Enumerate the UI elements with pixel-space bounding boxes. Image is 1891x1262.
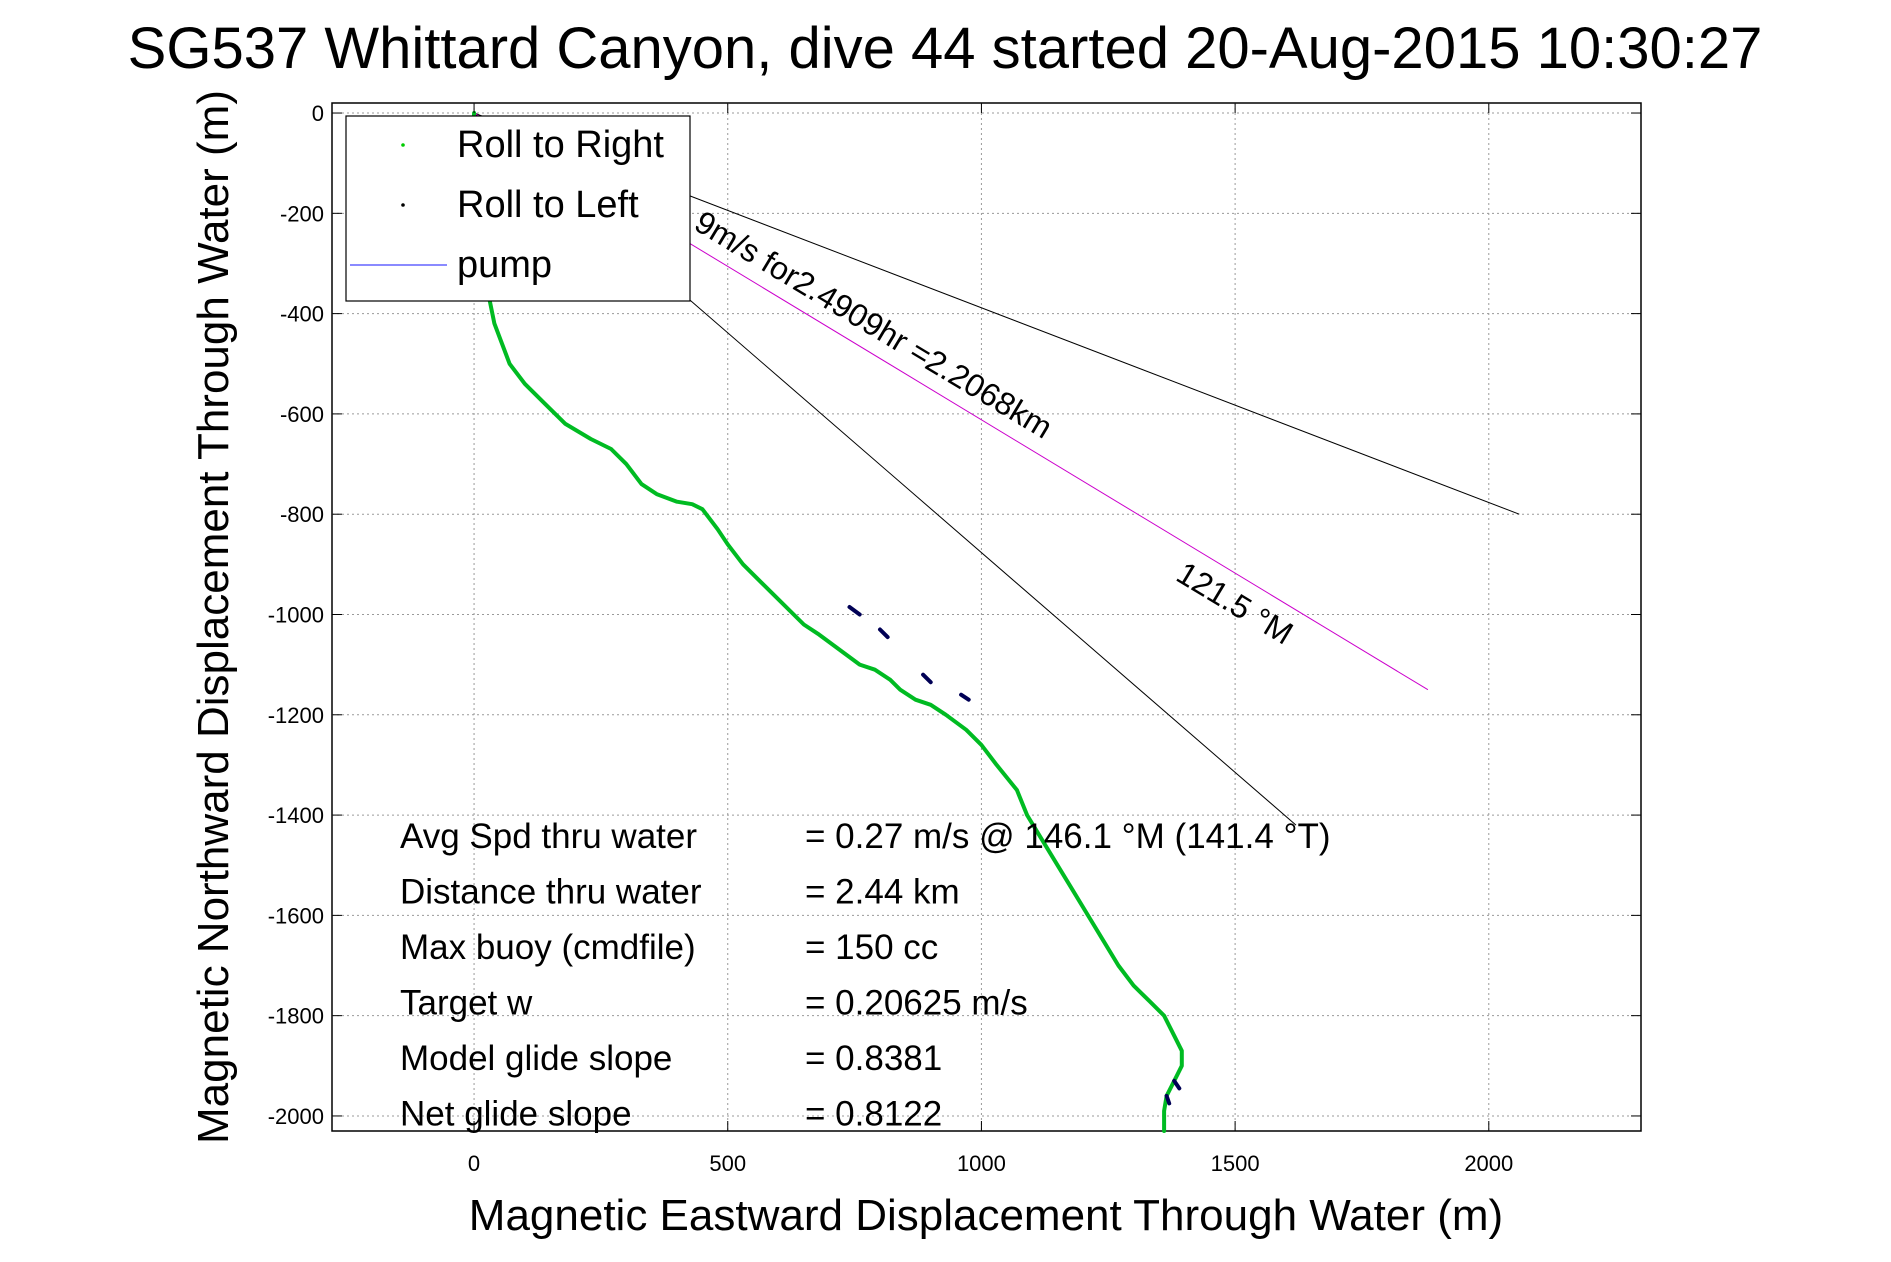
series-segment [1164,1093,1172,1106]
x-tick-label: 500 [709,1151,746,1176]
stat-label: Target w [400,984,533,1023]
stat-value: = 0.20625 m/s [805,984,1028,1023]
stat-value: = 0.8122 [805,1095,942,1134]
y-tick-label: 0 [312,101,324,126]
y-tick-label: -1600 [268,903,324,928]
stat-label: Max buoy (cmdfile) [400,928,696,967]
series-segment [878,627,890,640]
stat-label: Distance thru water [400,873,702,912]
y-tick-label: -1200 [268,703,324,728]
tick-marks [332,103,1641,1131]
stat-value: = 0.8381 [805,1039,942,1078]
grid-lines [332,103,1641,1131]
stat-label: Net glide slope [400,1095,632,1134]
legend-items: Roll to Right Roll to Left pump [350,124,664,286]
series-segment [921,672,933,685]
stats-block: Avg Spd thru water = 0.27 m/s @ 146.1 °M … [400,817,1331,1134]
y-tick-label: -400 [280,302,324,327]
x-tick-label: 1500 [1211,1151,1260,1176]
series-segment [847,605,862,617]
legend-label: pump [457,244,552,286]
legend-label: Roll to Left [457,184,639,226]
y-tick-label: -2000 [268,1104,324,1129]
y-tick-label: -1000 [268,602,324,627]
y-axis-label: Magnetic Northward Displacement Through … [189,90,238,1144]
series-segment [1172,1078,1182,1091]
legend: Roll to Right Roll to Left pump [345,115,691,302]
stat-value: = 150 cc [805,928,938,967]
stat-value: = 2.44 km [805,873,960,912]
stat-label: Model glide slope [400,1039,672,1078]
series-layer [469,111,1184,1133]
legend-swatch [401,203,405,207]
x-tick-labels: 0 500 1000 1500 2000 [468,1151,1513,1176]
y-tick-label: -1800 [268,1004,324,1029]
y-tick-label: -600 [280,402,324,427]
x-tick-label: 1000 [957,1151,1006,1176]
x-tick-label: 2000 [1464,1151,1513,1176]
legend-label: Roll to Right [457,124,664,166]
legend-box [345,115,691,302]
stat-value: = 0.27 m/s @ 146.1 °M (141.4 °T) [805,817,1331,856]
y-tick-label: -1400 [268,803,324,828]
y-tick-labels: 0 -200 -400 -600 -800 -1000 -1200 -1400 -1600 -18… [268,101,324,1129]
series-line [469,111,1184,1133]
stat-label: Avg Spd thru water [400,817,697,856]
series-segment [959,692,971,702]
legend-swatch [401,143,405,147]
y-tick-label: -200 [280,201,324,226]
x-axis-label: Magnetic Eastward Displacement Through W… [469,1191,1503,1240]
y-tick-label: -800 [280,502,324,527]
x-tick-label: 0 [468,1151,480,1176]
chart-title: SG537 Whittard Canyon, dive 44 started 2… [128,16,1763,81]
